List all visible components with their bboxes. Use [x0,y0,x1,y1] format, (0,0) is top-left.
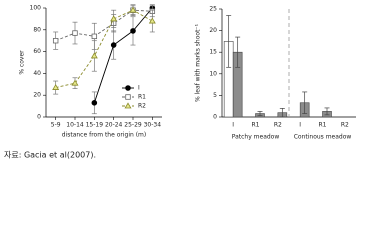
legend-marker [125,94,131,100]
line [55,9,153,89]
x-tick-label: 15-19 [86,122,104,129]
y-tick-label: 80 [33,26,41,33]
marker [110,15,118,22]
caption: 자료: Gacia et al(2007). [4,151,96,160]
marker [129,6,137,13]
marker [148,17,156,24]
marker [110,42,117,48]
y-tick-label: 0 [213,114,217,121]
y-tick-label: 60 [33,48,41,55]
y-axis-label: % leaf with marks shoot⁻¹ [195,23,202,102]
x-tick-label: 10-14 [66,122,84,129]
legend-label: I [138,85,140,92]
marker [52,38,59,44]
group-label: Continous meadow [294,134,352,141]
legend-marker [125,85,131,91]
y-tick-label: 40 [33,70,41,77]
y-tick-label: 5 [213,92,217,99]
x-tick-label: 25-29 [124,122,142,129]
marker [52,83,60,90]
x-axis-label: distance from the origin (m) [62,132,146,139]
group-label: Patchy meadow [232,134,280,141]
x-tick-label: R2 [274,122,282,129]
y-tick-label: 20 [33,92,41,99]
y-tick-label: 0 [37,114,41,121]
y-tick-label: 15 [209,49,217,56]
marker [91,100,98,106]
x-tick-label: I [232,122,234,129]
x-tick-label: 30-34 [144,122,162,129]
legend-marker [124,102,132,109]
x-tick-label: I [299,122,301,129]
x-tick-label: R1 [319,122,327,129]
marker [71,79,79,86]
y-axis-label: % cover [19,50,26,75]
x-tick-label: 5-9 [51,122,61,129]
y-tick-label: 25 [209,6,217,13]
line [93,7,153,103]
x-tick-label: R1 [252,122,260,129]
x-tick-label: 20-24 [105,122,123,129]
page: {"chart_data":[ {"type":"line","ylabel":… [4,4,356,160]
marker [90,52,98,59]
y-tick-label: 20 [209,27,217,34]
y-tick-label: 100 [30,5,42,12]
marker [91,33,98,40]
y-tick-label: 10 [209,70,217,77]
legend-label: R1 [138,94,146,101]
line [55,9,153,42]
marker [72,30,78,36]
x-tick-label: R2 [341,122,349,129]
legend-label: R2 [138,103,146,110]
marker [130,28,136,34]
